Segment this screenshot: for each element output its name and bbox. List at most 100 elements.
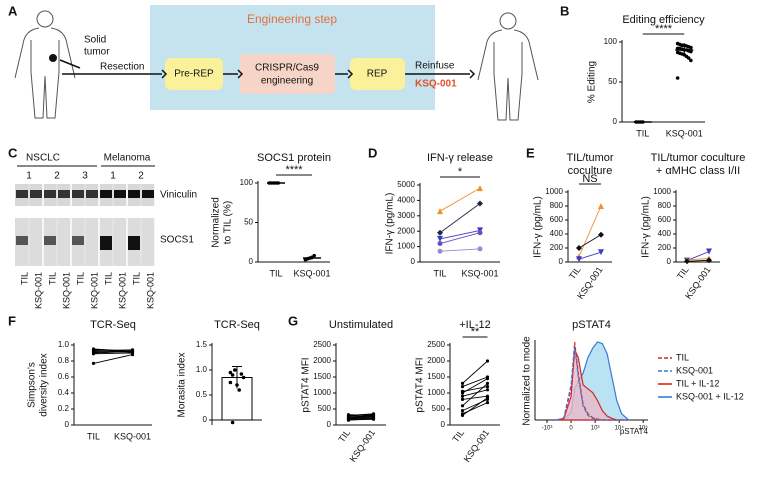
pair-line [462, 383, 488, 407]
legend-label: TIL + IL-12 [676, 378, 719, 388]
lane-label: TIL [75, 272, 85, 285]
pair-line [462, 360, 488, 384]
x-tick-label: TIL [675, 265, 691, 281]
y-axis-label: Simpson's [27, 362, 38, 408]
step-box [240, 54, 335, 94]
y-tick-label: 0 [613, 117, 618, 126]
y-tick-label: 0.4 [58, 388, 70, 397]
x-tick-label: KSQ-001 [114, 431, 151, 441]
x-tick-label: TIL [269, 268, 282, 278]
pair-line [348, 414, 374, 416]
box-title: Engineering step [247, 12, 337, 26]
pair-line [686, 259, 710, 262]
pair-line [462, 389, 488, 397]
y-tick-label: 0 [411, 257, 416, 266]
x-tick-label: KSQ-001 [462, 428, 491, 464]
marker [485, 385, 490, 389]
y-axis-label: IFN-γ (pg/mL) [385, 193, 396, 255]
y-tick-label: 2500 [313, 340, 331, 349]
pair-line [439, 187, 481, 212]
point [228, 380, 233, 385]
chart-title: IFN-γ release [427, 152, 493, 164]
panel-label: B [560, 3, 569, 18]
pair-line [578, 251, 602, 260]
marker [460, 404, 465, 408]
diagram-label: Resection [100, 62, 144, 73]
significance: **** [655, 23, 673, 35]
diagram-label: Solid [84, 35, 106, 46]
y-tick-label: 1500 [427, 372, 445, 381]
y-tick-label: 100 [240, 178, 254, 187]
point [312, 253, 317, 258]
marker [346, 415, 351, 419]
step-box [165, 58, 223, 90]
chart-title: +IL-12 [459, 319, 491, 331]
human-figure [477, 12, 539, 121]
lane-number: 1 [26, 171, 32, 182]
y-tick-label: 0 [441, 420, 446, 429]
x-tick-label: 0 [569, 426, 573, 432]
significance: ** [471, 326, 480, 338]
lane-number: 3 [82, 171, 88, 182]
marker [460, 381, 465, 385]
panel-label: E [526, 145, 535, 160]
marker [91, 361, 96, 365]
step-box [350, 58, 405, 90]
legend-label: TIL [676, 352, 689, 362]
lane-number: 1 [110, 171, 116, 182]
lane-label: KSQ-001 [89, 272, 99, 309]
x-tick-label: TIL [450, 428, 466, 444]
y-axis-label: Normalized to mode [522, 336, 533, 426]
marker [460, 413, 465, 417]
point [233, 368, 237, 372]
marker [91, 352, 96, 356]
y-tick-label: 0 [65, 420, 70, 429]
band [100, 236, 112, 250]
bar [221, 377, 253, 421]
x-tick-label: KSQ-001 [666, 128, 703, 138]
marker [371, 417, 376, 421]
pair-line [578, 205, 602, 257]
chart-title: TCR-Seq [90, 319, 136, 331]
y-tick-label: 4000 [397, 196, 415, 205]
y-axis-label: to TIL (%) [223, 201, 234, 244]
y-axis-label: Normalized [211, 197, 222, 248]
point [241, 375, 246, 380]
marker [485, 359, 490, 363]
marker [460, 385, 465, 389]
step-label: REP [367, 69, 388, 80]
x-tick-label: 10⁴ [615, 425, 625, 432]
y-tick-label: 1000 [545, 187, 563, 196]
product-label: KSQ-001 [415, 79, 457, 90]
marker [598, 203, 604, 209]
y-tick-label: 1.0 [196, 365, 208, 374]
x-tick-label: KSQ-001 [293, 268, 330, 278]
chart-title: pSTAT4 [572, 319, 611, 331]
y-axis-label: % Editing [587, 61, 598, 103]
panel-label: F [8, 313, 16, 328]
pair-line [93, 348, 133, 352]
y-axis-label: pSTAT4 MFI [415, 357, 426, 412]
y-tick-label: 0.2 [58, 404, 70, 413]
marker [485, 396, 490, 400]
y-tick-label: 400 [658, 229, 672, 238]
y-tick-label: 800 [658, 201, 672, 210]
y-tick-label: 1000 [653, 187, 671, 196]
panel-label: G [288, 313, 298, 328]
lane-number: 2 [138, 171, 144, 182]
marker [371, 413, 376, 417]
marker [437, 241, 443, 247]
x-tick-label: KSQ-001 [348, 428, 377, 464]
significance: NS [582, 173, 597, 185]
y-tick-label: 2000 [313, 356, 331, 365]
lane-label: KSQ-001 [33, 272, 43, 309]
x-tick-label: TIL [636, 128, 649, 138]
y-tick-label: 100 [604, 37, 618, 46]
marker [437, 248, 443, 254]
step-label: Pre-REP [174, 69, 214, 80]
row-label: Viniculin [160, 190, 197, 201]
chart-title: + αMHC class I/II [656, 165, 740, 177]
pair-line [348, 416, 374, 418]
y-tick-label: 1000 [427, 388, 445, 397]
